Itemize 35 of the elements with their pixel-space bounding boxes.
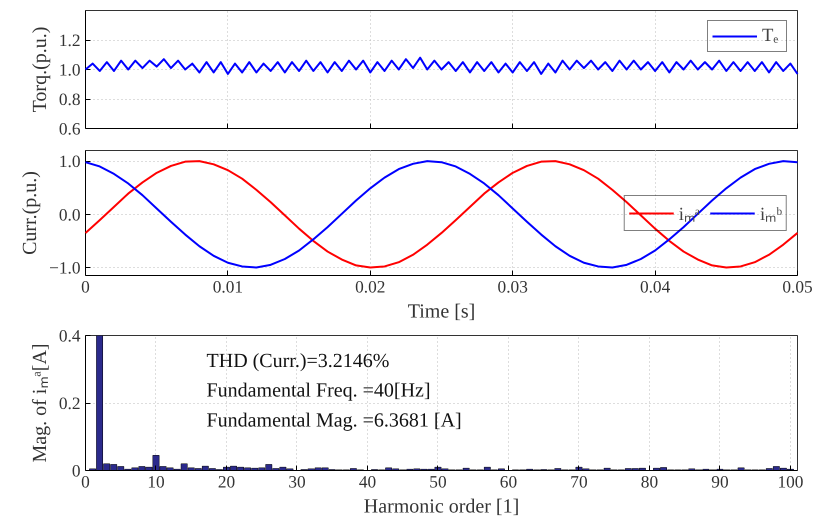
- y-axis-title: Torq.(p.u.): [28, 26, 51, 112]
- y-tick-label: −1.0: [49, 258, 81, 278]
- annotation: Fundamental Mag. =6.3681 [A]: [206, 409, 462, 432]
- x-tick-label: 20: [218, 472, 236, 492]
- legend-label: Tₑ: [762, 25, 780, 47]
- x-tick-label: 100: [777, 472, 804, 492]
- x-tick-label: 70: [570, 472, 588, 492]
- y-tick-label: 0.8: [58, 90, 81, 109]
- y-tick-label: 0.0: [58, 205, 81, 224]
- x-tick-label: 0.03: [498, 278, 528, 296]
- x-tick-label: 0.02: [355, 278, 386, 296]
- annotation: THD (Curr.)=3.2146%: [206, 350, 390, 372]
- legend-label: iₘᵃ: [678, 202, 700, 226]
- y-tick-label: 0.6: [58, 120, 81, 138]
- y-tick-label: 1.0: [58, 60, 81, 80]
- y-tick-label: 1.0: [58, 152, 81, 172]
- x-tick-label: 0.05: [782, 278, 813, 296]
- y-tick-label: 0.4: [58, 326, 81, 346]
- x-axis-title: Harmonic order [1]: [364, 496, 520, 518]
- legend-label: iₘᵇ: [760, 202, 782, 226]
- x-tick-label: 50: [429, 472, 447, 492]
- x-tick-label: 0.04: [640, 278, 671, 296]
- x-tick-label: 10: [147, 472, 165, 492]
- x-tick-label: 80: [640, 472, 658, 492]
- x-axis-title: Time [s]: [408, 300, 476, 322]
- y-tick-label: 1.2: [58, 31, 81, 50]
- x-tick-label: 30: [288, 472, 306, 492]
- x-tick-label: 40: [358, 472, 376, 492]
- x-tick-label: 60: [500, 472, 518, 492]
- y-tick-label: 0.2: [58, 394, 81, 413]
- y-axis-title: Mag. of iₘᵃ[A]: [28, 343, 51, 463]
- x-tick-label: 90: [711, 472, 729, 492]
- x-tick-label: 0.01: [212, 278, 244, 296]
- y-axis-title: Curr.(p.u.): [19, 171, 42, 255]
- annotation: Fundamental Freq. =40[Hz]: [206, 380, 431, 402]
